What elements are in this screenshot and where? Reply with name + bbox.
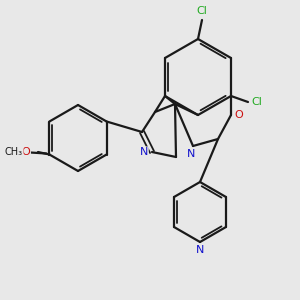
- Text: N: N: [140, 147, 148, 157]
- Text: CH₃: CH₃: [5, 147, 23, 157]
- Text: Cl: Cl: [252, 97, 262, 107]
- Text: O: O: [235, 110, 243, 120]
- Text: N: N: [187, 149, 195, 159]
- Text: O: O: [22, 147, 30, 157]
- Text: Cl: Cl: [196, 6, 207, 16]
- Text: N: N: [196, 245, 204, 255]
